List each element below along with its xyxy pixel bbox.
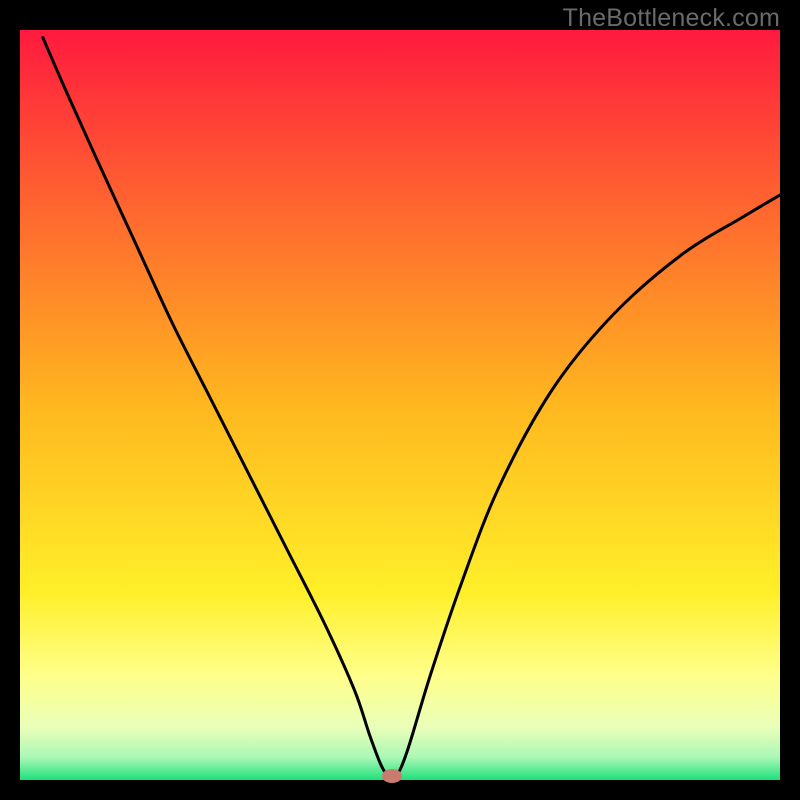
min-marker: [382, 769, 402, 783]
plot-area: [20, 30, 780, 780]
curve-svg: [20, 30, 780, 780]
bottleneck-curve: [43, 38, 780, 779]
chart-frame: TheBottleneck.com: [0, 0, 800, 800]
watermark-text: TheBottleneck.com: [563, 4, 780, 33]
